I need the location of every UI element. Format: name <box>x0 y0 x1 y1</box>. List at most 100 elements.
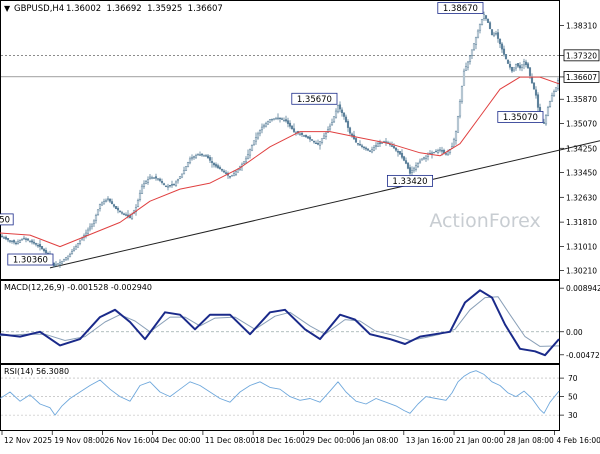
macd-axis-label: -0.004725 <box>566 351 600 360</box>
candle-body <box>286 120 290 124</box>
candle-body <box>334 110 338 118</box>
candle-body <box>206 155 210 159</box>
candle-body <box>514 64 518 69</box>
rsi-axis-label: 50 <box>568 393 578 402</box>
candle-body <box>44 250 48 254</box>
candle-body <box>510 67 514 72</box>
candle-body <box>192 156 196 158</box>
time-axis-label: 18 Dec 16:00 <box>255 436 306 445</box>
candle-body <box>40 246 44 250</box>
candle-body <box>364 147 368 150</box>
candle-body <box>396 150 400 153</box>
candle-body <box>434 150 438 153</box>
candle-body <box>222 170 226 173</box>
candle-body <box>120 212 124 214</box>
candle-body <box>164 185 168 187</box>
candle-body <box>288 122 292 127</box>
candle-body <box>316 143 320 145</box>
candle-body <box>110 201 114 205</box>
candle-body <box>304 134 308 138</box>
candle-body <box>234 171 238 175</box>
candle-body <box>236 169 240 173</box>
candle-body <box>180 173 184 178</box>
candle-body <box>280 118 284 120</box>
candle-body <box>410 170 414 173</box>
rsi-plot <box>0 370 560 416</box>
chart-menu-arrow-icon[interactable]: ▼ <box>4 4 11 13</box>
candle-body <box>42 248 46 252</box>
candle-body <box>106 198 110 200</box>
candle-body <box>548 101 552 108</box>
candle-body <box>424 155 428 159</box>
time-axis-label: 11 Dec 08:00 <box>205 436 256 445</box>
candle-body <box>38 244 42 247</box>
candle-body <box>148 176 152 179</box>
price-axis-label: 1.31810 <box>566 218 597 227</box>
candle-body <box>268 119 272 123</box>
candle-body <box>488 22 492 29</box>
candle-body <box>536 94 540 108</box>
price-annotation: 1.33420 <box>386 174 433 187</box>
axes: 1.38310 1.37320 1.36607 1.35870 1.35070 1.342… <box>1 21 600 445</box>
candle-body <box>442 149 446 154</box>
candle-body <box>0 235 4 238</box>
candle-body <box>336 105 340 113</box>
price-axis-label: 1.34250 <box>566 144 597 153</box>
candle-body <box>452 138 456 148</box>
candle-body <box>224 172 228 174</box>
candle-body <box>216 165 220 168</box>
candle-body <box>402 156 406 161</box>
candle-body <box>310 139 314 141</box>
time-axis-label: 4 Dec 00:00 <box>155 436 201 445</box>
candle-body <box>20 239 24 241</box>
rsi-axis-label: 30 <box>568 411 578 420</box>
candle-body <box>340 109 344 113</box>
candle-body <box>476 30 480 38</box>
candle-body <box>352 134 356 140</box>
candle-body <box>118 210 122 213</box>
candle-body <box>378 142 382 144</box>
candle-body <box>138 192 142 200</box>
time-axis-label: 26 Nov 16:00 <box>104 436 155 445</box>
candle-body <box>166 185 170 188</box>
candle-body <box>542 122 546 124</box>
candle-body <box>342 112 346 117</box>
price-annotation: 1.35070 <box>497 111 544 123</box>
candle-body <box>208 157 212 161</box>
price-axis-label: 1.31010 <box>566 242 597 251</box>
candle-body <box>80 238 84 241</box>
candle-body <box>282 120 286 122</box>
candle-body <box>354 138 358 143</box>
price-annotation-label: 1.33420 <box>392 177 427 187</box>
price-annotation-box <box>291 92 338 105</box>
candle-body <box>162 183 166 185</box>
candle-body <box>154 176 158 179</box>
candle-body <box>376 143 380 147</box>
price-axis-label: 1.35070 <box>566 119 597 128</box>
macd-line <box>0 289 560 357</box>
candle-body <box>272 118 276 121</box>
candle-body <box>554 87 558 93</box>
candle-body <box>76 243 80 248</box>
candle-body <box>328 125 332 130</box>
candle-body <box>414 165 418 170</box>
candle-body <box>464 66 468 71</box>
candle-body <box>56 263 60 265</box>
candle-body <box>94 215 98 221</box>
candle-body <box>190 157 194 160</box>
price-annotation-box <box>7 253 54 266</box>
candle-body <box>136 199 140 208</box>
candle-body <box>212 163 216 166</box>
candle-body <box>346 121 350 128</box>
candle-body <box>2 237 6 239</box>
time-axis-label: 4 Feb 16:00 <box>556 436 600 445</box>
price-annotation-box <box>0 213 14 226</box>
candle-body <box>416 163 420 167</box>
candle-body <box>122 213 126 215</box>
candle-body <box>306 136 310 139</box>
price-annotation-box <box>437 2 484 14</box>
candle-body <box>418 160 422 164</box>
price-plot: 1.38670 1.35670 1.33420 1.35070 1.30360 50 <box>0 2 600 269</box>
candle-body <box>430 152 434 154</box>
candle-body <box>8 240 12 242</box>
